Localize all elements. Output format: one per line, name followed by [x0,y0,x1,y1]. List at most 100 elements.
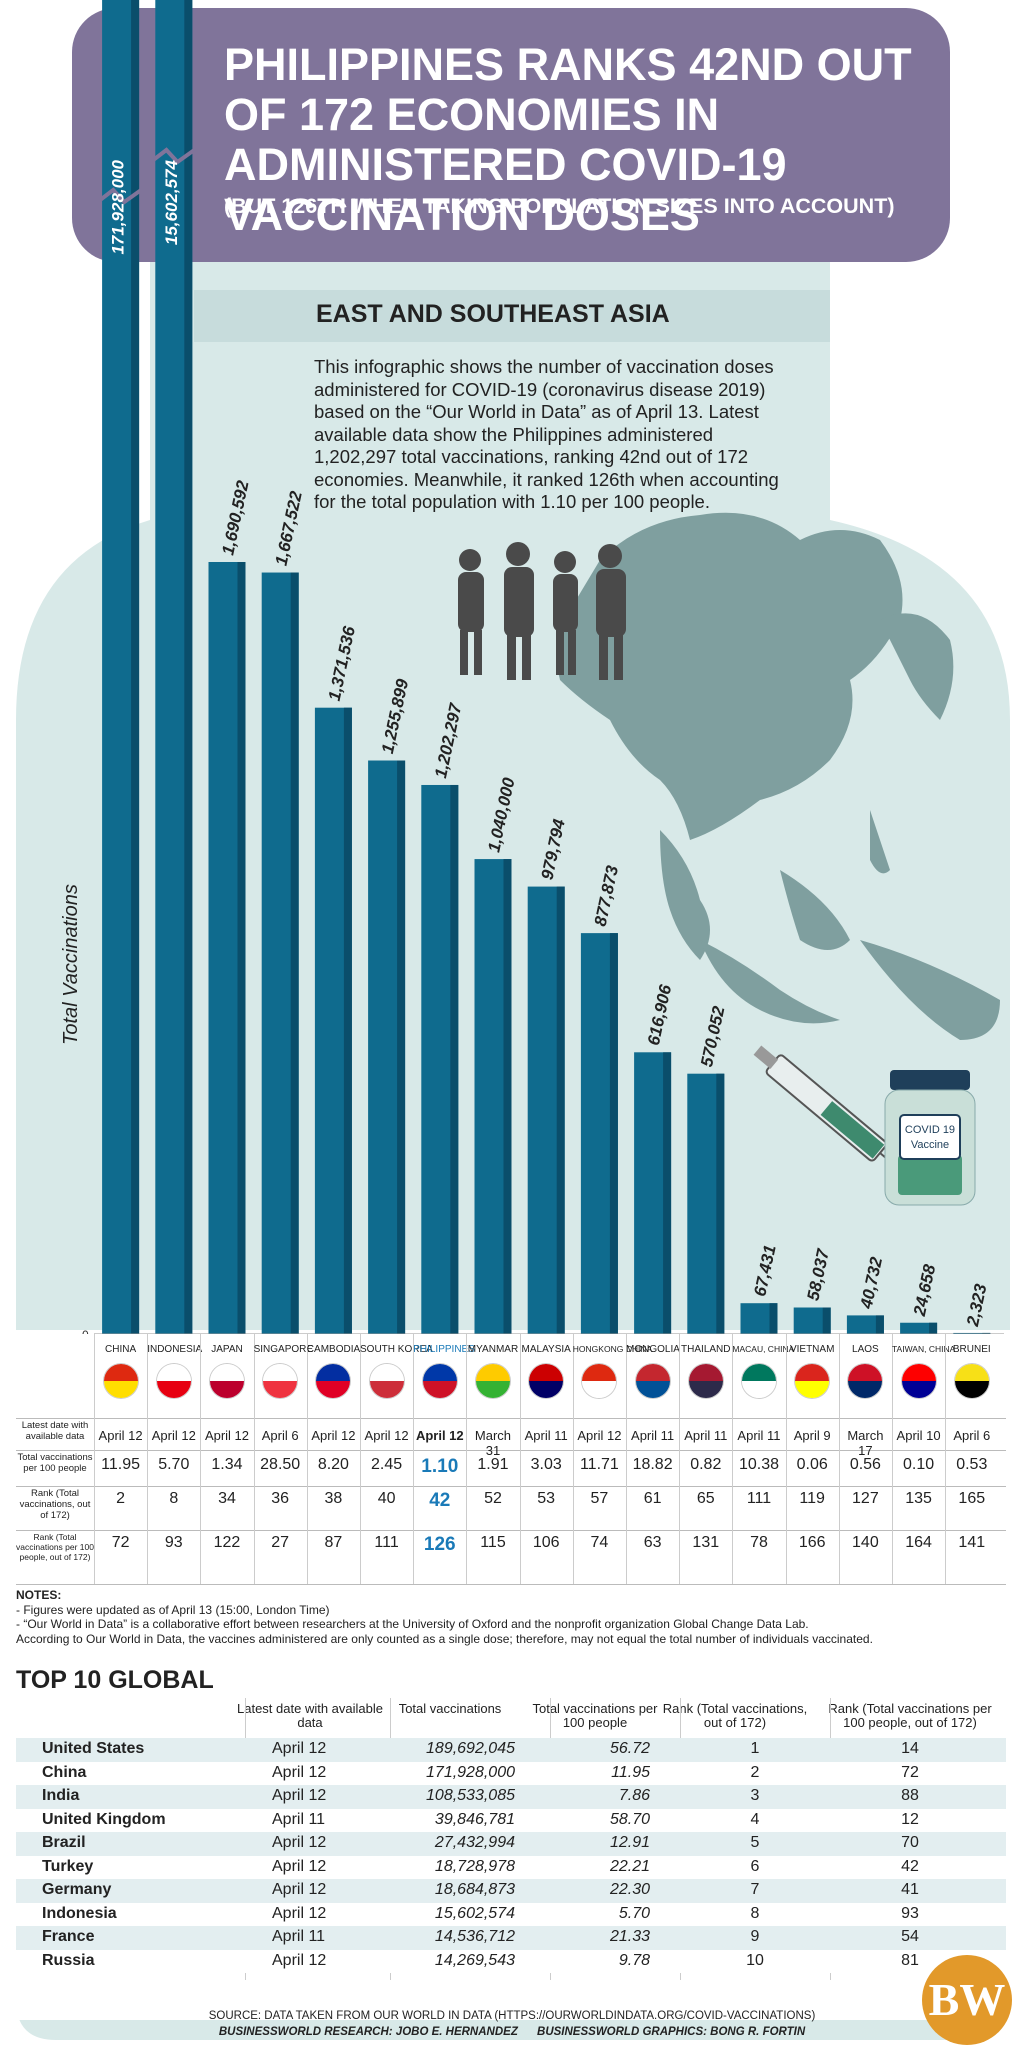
businessworld-logo: BW [922,1955,1012,2045]
top10-column-header: Total vaccinations per 100 people [532,1701,658,1730]
latest-date-cell: April 6 [953,1428,991,1443]
bar-value-label: 616,906 [644,983,675,1048]
country-name: SOUTH KOREA [360,1344,433,1355]
table-col-divider [466,1334,468,1584]
per100-cell: 3.03 [530,1456,562,1473]
bar-shade [929,1322,938,1334]
per100-cell: 11.71 [579,1456,619,1473]
rank-per100-cell: 106 [532,1534,560,1551]
axis-break-marker [98,187,143,205]
top10-rank-per100: 12 [901,1810,919,1828]
rank-per100-cell: 141 [958,1534,986,1551]
per100-cell: 8.20 [317,1456,349,1473]
top10-per100: 9.78 [618,1951,650,1969]
top10-title: TOP 10 GLOBAL [16,1666,214,1694]
rank-total-cell: 52 [484,1490,502,1507]
country-flag-icon [848,1364,883,1398]
table-col-divider [626,1334,627,1584]
top10-rank-total: 5 [750,1834,760,1851]
top10-date: April 12 [272,1834,327,1851]
rank-total-cell: 57 [590,1490,609,1507]
table-col-divider [732,1334,734,1584]
country-flag-icon [901,1364,936,1398]
table-row-divider [16,1584,1006,1585]
rank-per100-cell: 72 [111,1534,130,1551]
rank-per100-cell: 126 [423,1534,456,1555]
intro-paragraph: This infographic shows the number of vac… [314,356,779,512]
top10-date: April 12 [272,1857,327,1875]
per100-cell: 11.95 [101,1456,141,1473]
bar-shade [822,1307,831,1334]
top10-column-header: Rank (Total vaccinations per 100 people,… [828,1701,992,1730]
country-flag-icon [635,1364,670,1398]
table-row-label: Rank (Total vaccinations per 100 people,… [16,1532,94,1562]
rank-total-cell: 65 [696,1490,715,1507]
top10-date: April 12 [272,1740,327,1757]
bar-value-label: 58,037 [804,1246,834,1302]
bar-value-label: 1,040,000 [484,775,518,853]
rank-total-cell: 42 [429,1490,451,1511]
top10-row [16,1879,1006,1903]
table-col-divider [892,1334,893,1584]
top10-date: April 11 [272,1928,326,1945]
rank-per100-cell: 93 [164,1534,183,1551]
top10-row [16,1855,1006,1879]
country-name: MYANMAR [467,1344,519,1355]
rank-per100-cell: 63 [643,1534,662,1551]
table-col-divider [94,1334,95,1584]
bar-value-label: 40,732 [857,1255,887,1311]
latest-date-cell: April 12 [204,1428,250,1443]
rank-per100-cell: 131 [692,1534,720,1551]
top10-row [16,1832,1006,1856]
people-silhouettes [458,542,626,680]
rank-total-cell: 34 [218,1490,236,1507]
table-row-divider [16,1530,1006,1531]
country-flag-icon [103,1364,138,1398]
top10-date: April 12 [272,1951,327,1969]
top10-total: 27,432,994 [434,1834,515,1851]
top10-rank-total: 6 [750,1857,760,1875]
country-name: MACAU, CHINA [732,1344,795,1354]
bar-shade [503,859,512,1334]
bar-value-label: 171,928,000 [109,159,128,254]
top10-total: 18,728,978 [434,1857,515,1875]
per100-cell: 5.70 [158,1456,190,1473]
bar-value-label: 877,873 [591,863,622,928]
rank-total-cell: 2 [116,1490,126,1507]
rank-per100-cell: 140 [852,1534,879,1551]
table-col-divider [838,1334,840,1584]
rank-per100-cell: 74 [590,1534,609,1551]
top10-row [16,1808,1006,1832]
latest-date-cell: April 12 [151,1428,196,1443]
top10-total: 18,684,873 [434,1881,515,1898]
country-name: MALAYSIA [521,1344,571,1355]
country-flag-icon [529,1364,564,1398]
bar-shade [716,1073,725,1334]
latest-date-cell: April 12 [415,1428,464,1443]
top10-date: April 12 [272,1904,327,1922]
per100-cell: 0.53 [956,1456,988,1473]
rank-total-cell: 111 [746,1490,772,1507]
rank-per100-cell: 122 [213,1534,241,1551]
bar-shade [609,933,618,1334]
top10-country: Indonesia [42,1904,117,1922]
top10-total: 15,602,574 [434,1904,515,1922]
rank-per100-cell: 111 [374,1534,399,1551]
rank-total-cell: 135 [905,1490,932,1507]
top10-row [16,1761,1006,1785]
top10-row [16,1926,1006,1950]
country-flag-icon [954,1364,989,1398]
top10-country: France [42,1928,95,1945]
rank-total-cell: 165 [958,1490,986,1507]
bar-value-label: 979,794 [538,817,569,882]
top10-date: April 11 [272,1810,326,1828]
top10-total: 14,269,543 [434,1951,515,1969]
axis-break-marker [152,147,196,165]
table-col-divider [519,1334,521,1584]
top10-column-header: Total vaccinations [398,1701,502,1716]
top10-per100: 5.70 [618,1904,650,1922]
table-col-divider [200,1334,202,1584]
country-name: CHINA [105,1344,137,1355]
